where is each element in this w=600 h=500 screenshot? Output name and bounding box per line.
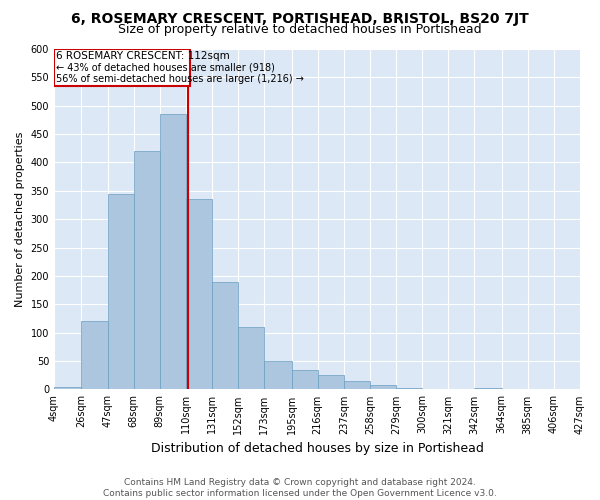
Text: 6, ROSEMARY CRESCENT, PORTISHEAD, BRISTOL, BS20 7JT: 6, ROSEMARY CRESCENT, PORTISHEAD, BRISTO…	[71, 12, 529, 26]
Text: 56% of semi-detached houses are larger (1,216) →: 56% of semi-detached houses are larger (…	[56, 74, 304, 84]
X-axis label: Distribution of detached houses by size in Portishead: Distribution of detached houses by size …	[151, 442, 484, 455]
Text: Size of property relative to detached houses in Portishead: Size of property relative to detached ho…	[118, 22, 482, 36]
Bar	[502, 389, 528, 390]
Bar	[396, 388, 422, 390]
Bar	[264, 361, 292, 390]
Bar	[422, 389, 448, 390]
Bar	[475, 388, 502, 390]
Y-axis label: Number of detached properties: Number of detached properties	[15, 132, 25, 307]
Bar	[82, 322, 107, 390]
Bar	[107, 194, 134, 390]
Text: 6 ROSEMARY CRESCENT: 112sqm: 6 ROSEMARY CRESCENT: 112sqm	[56, 52, 230, 62]
Bar	[344, 381, 370, 390]
Bar	[448, 389, 475, 390]
Bar	[186, 200, 212, 390]
Bar	[238, 327, 264, 390]
Bar	[212, 282, 238, 390]
Bar	[292, 370, 317, 390]
Bar	[54, 49, 190, 86]
Bar	[54, 386, 82, 390]
Bar	[370, 386, 396, 390]
Bar	[160, 114, 186, 390]
Bar	[317, 375, 344, 390]
Text: ← 43% of detached houses are smaller (918): ← 43% of detached houses are smaller (91…	[56, 62, 275, 72]
Bar	[554, 389, 580, 390]
Bar	[134, 151, 160, 390]
Text: Contains HM Land Registry data © Crown copyright and database right 2024.
Contai: Contains HM Land Registry data © Crown c…	[103, 478, 497, 498]
